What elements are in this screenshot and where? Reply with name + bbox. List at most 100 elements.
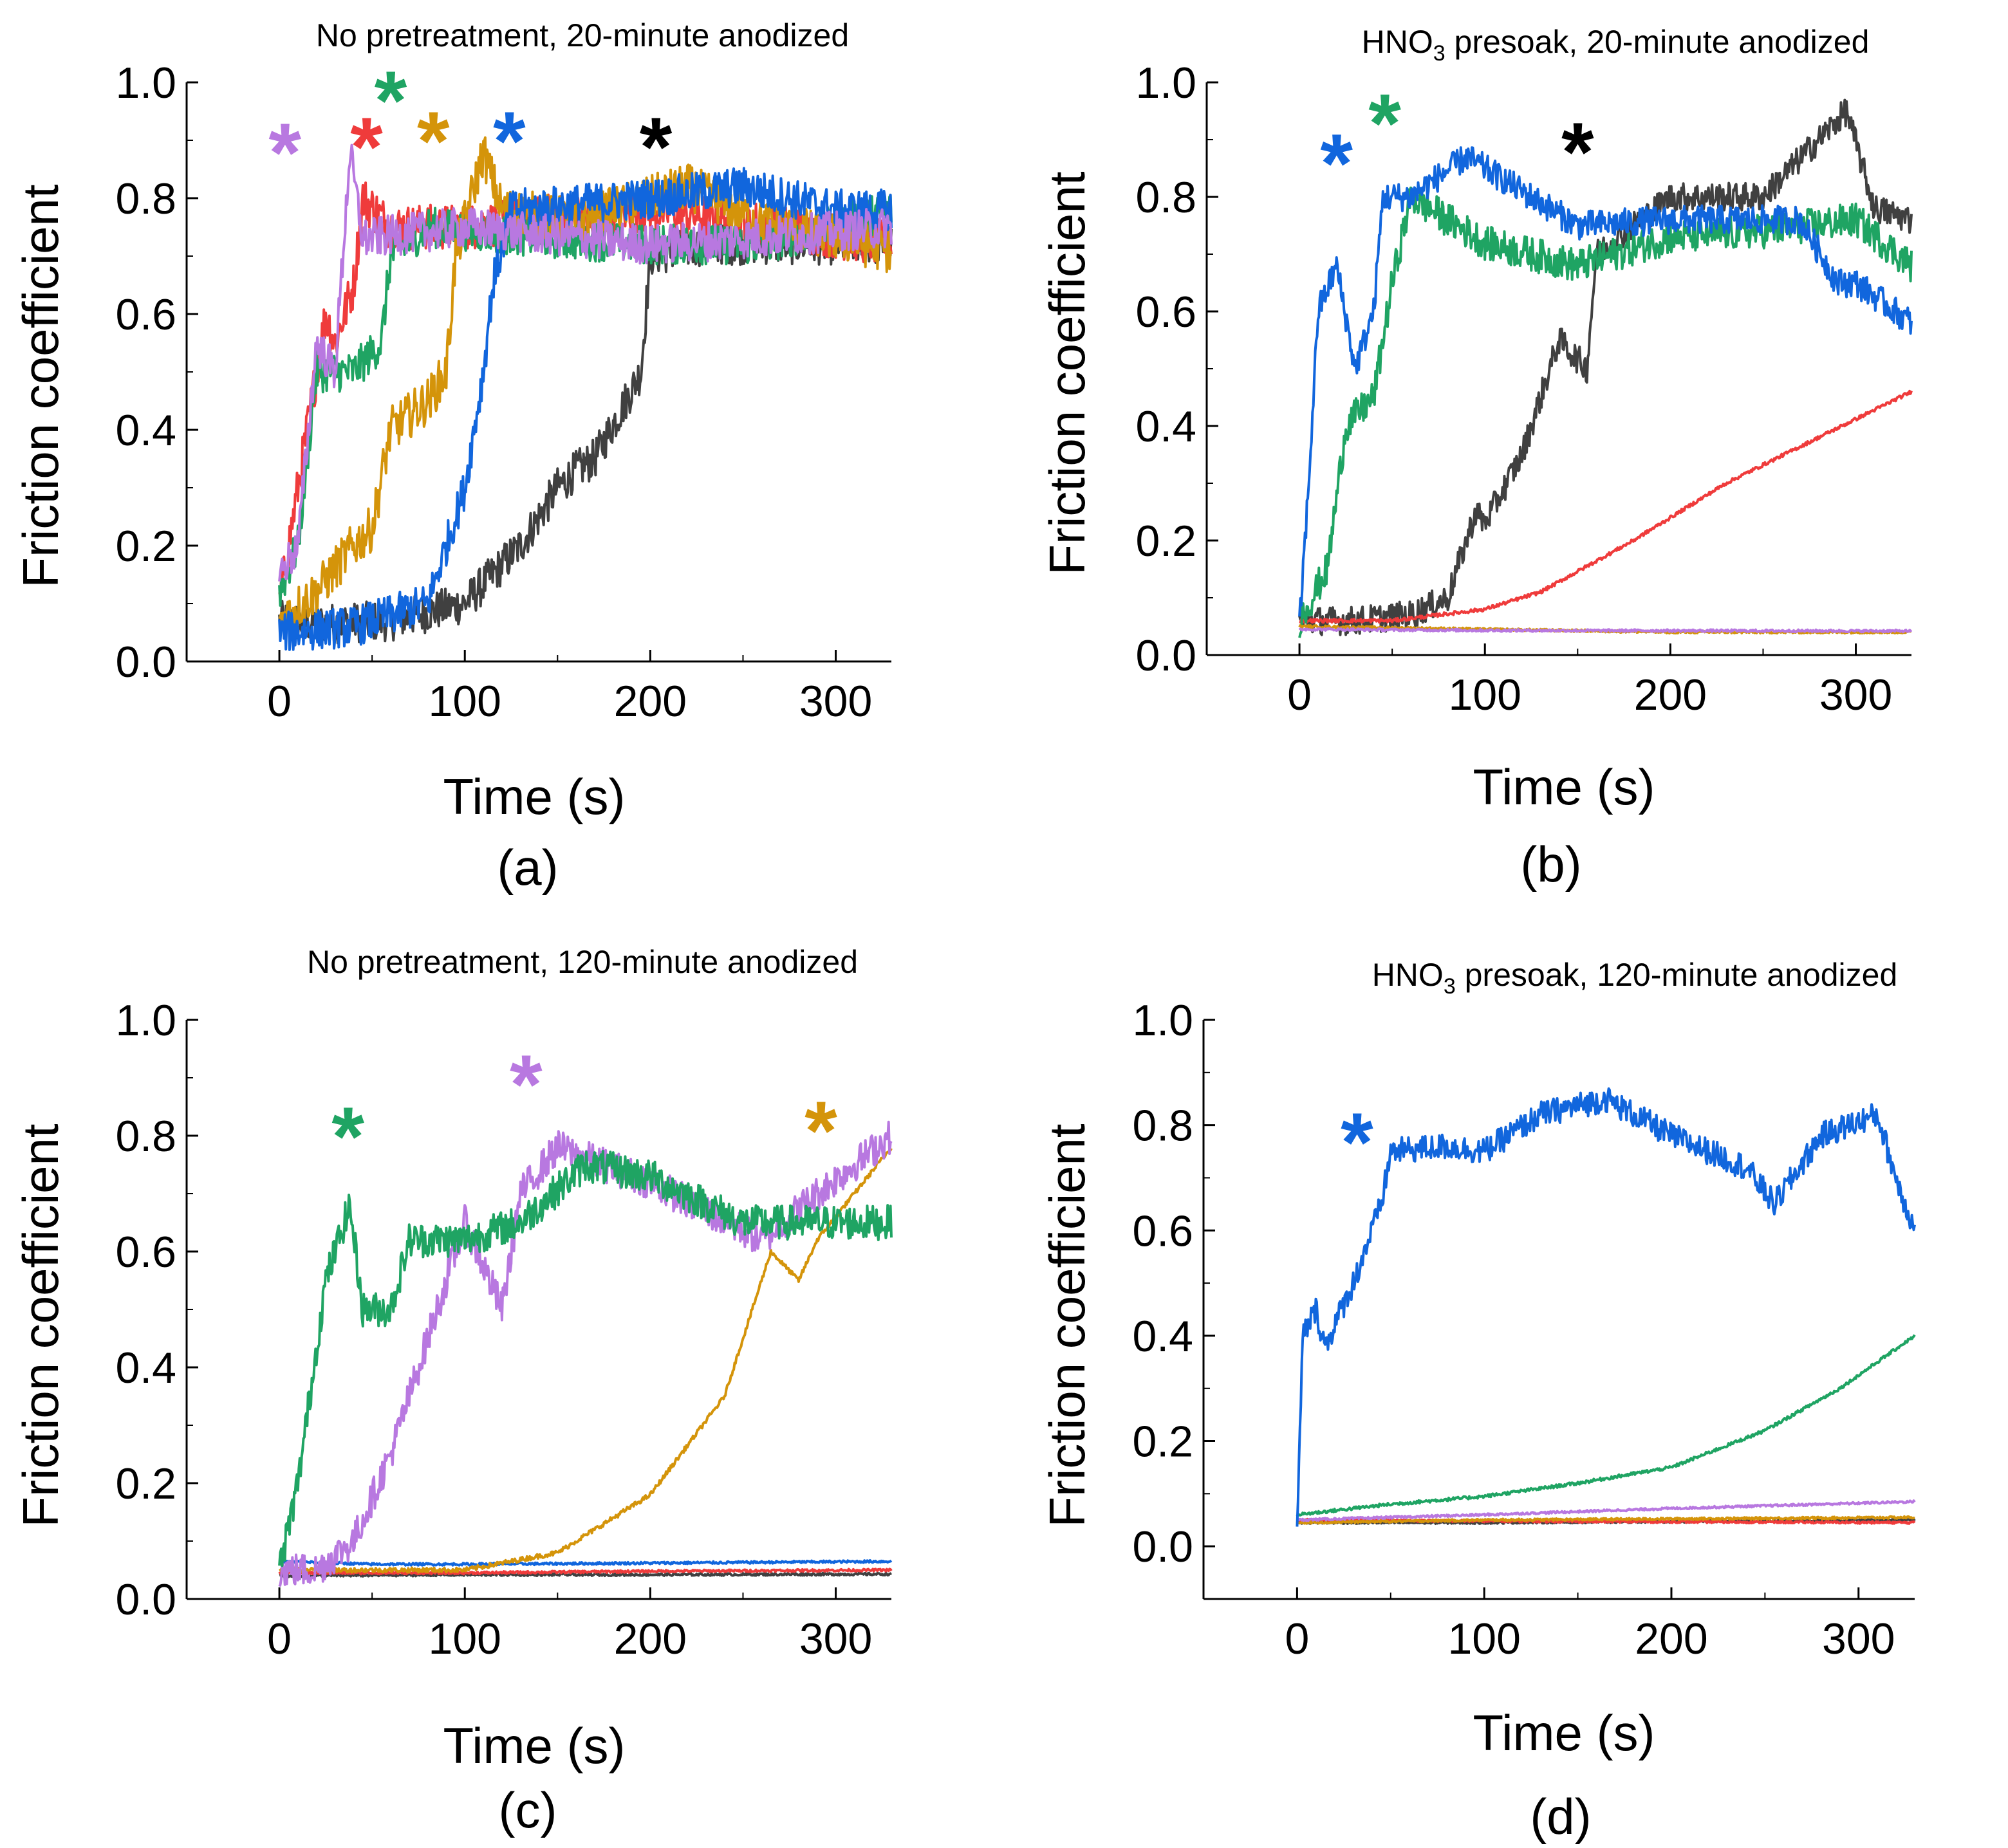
series-line-purple — [1296, 1499, 1916, 1522]
x-tick-label: 0 — [267, 1614, 292, 1663]
series-line-red — [278, 1567, 893, 1576]
x-tick-label: 300 — [1822, 1614, 1895, 1663]
asterisk-marker-green: * — [375, 53, 407, 147]
asterisk-marker-blue: * — [493, 94, 526, 188]
series-line-red — [1299, 389, 1913, 624]
y-tick-label: 0.4 — [115, 406, 176, 455]
x-tick-label: 200 — [614, 677, 687, 726]
panel-c-title: No pretreatment, 120-minute anodized — [307, 944, 858, 980]
panel-d-title: HNO3 presoak, 120-minute anodized — [1372, 957, 1898, 999]
asterisk-marker-green: * — [1368, 76, 1401, 170]
panel-d: HNO3 presoak, 120-minute anodized 0.0 0.2… — [1039, 957, 1916, 1845]
y-tick-label: 0.2 — [1132, 1418, 1193, 1466]
x-tick-label: 0 — [1287, 670, 1312, 719]
y-tick-label: 0.2 — [115, 1459, 176, 1508]
y-tick-label: 1.0 — [115, 59, 176, 107]
y-tick-label: 0.0 — [115, 1575, 176, 1624]
panel-b-y-axis-label: Friction coefficient — [1039, 171, 1095, 575]
series-line-blue — [278, 167, 893, 651]
x-tick-label: 100 — [1447, 1614, 1520, 1663]
panel-b-title-rest: presoak, 20-minute anodized — [1446, 24, 1870, 60]
panel-a-y-axis-label: Friction coefficient — [12, 184, 69, 587]
x-tick-label: 300 — [799, 677, 872, 726]
y-tick-label: 0.8 — [1132, 1102, 1193, 1150]
panel-b-x-axis-label: Time (s) — [1473, 759, 1655, 815]
y-tick-label: 0.6 — [1132, 1206, 1193, 1255]
series-line-orange — [1296, 1515, 1915, 1525]
series-line-green — [1296, 1334, 1916, 1517]
panel-b-letter: (b) — [1520, 836, 1581, 892]
y-tick-label: 0.8 — [115, 1112, 176, 1161]
y-tick-label: 0.0 — [1135, 631, 1196, 680]
x-tick-label: 200 — [1635, 1614, 1707, 1663]
panel-c: No pretreatment, 120-minute anodized 0.0… — [12, 944, 893, 1838]
panel-d-letter: (d) — [1530, 1788, 1591, 1845]
y-tick-label: 0.8 — [1135, 173, 1196, 222]
panel-d-y-axis-label: Friction coefficient — [1039, 1123, 1095, 1527]
series-line-purple — [1298, 627, 1913, 634]
x-tick-label: 100 — [429, 1614, 501, 1663]
panel-b-title-main: HNO — [1362, 24, 1433, 60]
y-tick-label: 1.0 — [115, 996, 176, 1045]
x-tick-label: 200 — [1634, 670, 1707, 719]
panel-a-plot: 0.00.20.40.60.81.00 100 200 300* ** * * * — [115, 53, 893, 726]
panel-b: HNO3 presoak, 20-minute anodized 0.0 0.2 0… — [1039, 24, 1913, 892]
panel-b-title: HNO3 presoak, 20-minute anodized — [1362, 24, 1870, 66]
asterisk-marker-orange: * — [417, 94, 450, 188]
series-line-black — [1298, 98, 1913, 636]
panel-d-title-sub: 3 — [1444, 974, 1456, 999]
asterisk-marker-orange: * — [804, 1084, 837, 1178]
y-tick-label: 0.0 — [1132, 1522, 1193, 1571]
y-tick-label: 0.8 — [115, 174, 176, 223]
panel-d-title-rest: presoak, 120-minute anodized — [1456, 957, 1898, 993]
asterisk-marker-star_black: * — [640, 100, 673, 194]
asterisk-marker-purple: * — [268, 106, 301, 199]
series-line-blue — [1298, 146, 1913, 617]
x-tick-label: 0 — [1285, 1614, 1309, 1663]
panel-d-plot: 0.0 0.2 0.4 0.6 0.8 1.0 0 100 200 300 * — [1132, 996, 1916, 1663]
panel-d-title-main: HNO — [1372, 957, 1444, 993]
y-tick-label: 0.0 — [115, 638, 176, 687]
asterisk-marker-red: * — [350, 100, 383, 194]
x-tick-label: 0 — [267, 677, 292, 726]
y-tick-label: 1.0 — [1132, 996, 1193, 1045]
panel-d-x-axis-label: Time (s) — [1473, 1705, 1655, 1761]
panel-c-x-axis-label: Time (s) — [443, 1717, 625, 1774]
panel-c-letter: (c) — [499, 1782, 557, 1838]
y-tick-label: 0.4 — [1132, 1312, 1193, 1361]
series-line-blue — [279, 1559, 893, 1567]
asterisk-marker-blue: * — [1341, 1095, 1373, 1189]
x-tick-label: 300 — [1819, 670, 1892, 719]
asterisk-marker-purple: * — [510, 1037, 543, 1131]
panel-a-x-axis-label: Time (s) — [443, 768, 625, 825]
panel-c-plot: 0.0 0.2 0.4 0.6 0.8 1.0 0 100 200 300 * * * — [115, 996, 893, 1663]
asterisk-marker-green: * — [331, 1089, 364, 1183]
series-line-black — [278, 223, 893, 645]
x-tick-label: 300 — [799, 1614, 872, 1663]
x-tick-label: 100 — [429, 677, 501, 726]
asterisk-marker-blue: * — [1320, 116, 1353, 210]
panel-a-title: No pretreatment, 20-minute anodized — [316, 17, 849, 53]
panel-b-plot: 0.00.20.40.60.81.00 100 200 300* * * — [1135, 59, 1913, 719]
y-tick-label: 0.2 — [1135, 517, 1196, 566]
panel-b-title-sub: 3 — [1433, 41, 1446, 66]
series-line-blue — [1296, 1087, 1916, 1527]
series-line-orange — [278, 136, 893, 640]
series-line-orange — [279, 1147, 893, 1574]
x-tick-label: 200 — [614, 1614, 687, 1663]
panel-c-y-axis-label: Friction coefficient — [12, 1123, 69, 1527]
series-line-purple — [278, 1120, 893, 1587]
y-tick-label: 0.6 — [1135, 288, 1196, 337]
series-line-green — [278, 1150, 893, 1567]
asterisk-marker-star_black: * — [1561, 105, 1594, 199]
series-line-green — [1298, 186, 1913, 638]
panel-a: No pretreatment, 20-minute anodized 0.0 0… — [12, 17, 893, 896]
panel-a-letter: (a) — [497, 839, 558, 896]
y-tick-label: 1.0 — [1135, 59, 1196, 107]
y-tick-label: 0.4 — [1135, 402, 1196, 451]
y-tick-label: 0.6 — [115, 1228, 176, 1277]
y-tick-label: 0.6 — [115, 290, 176, 339]
y-tick-label: 0.4 — [115, 1344, 176, 1392]
y-tick-label: 0.2 — [115, 522, 176, 571]
